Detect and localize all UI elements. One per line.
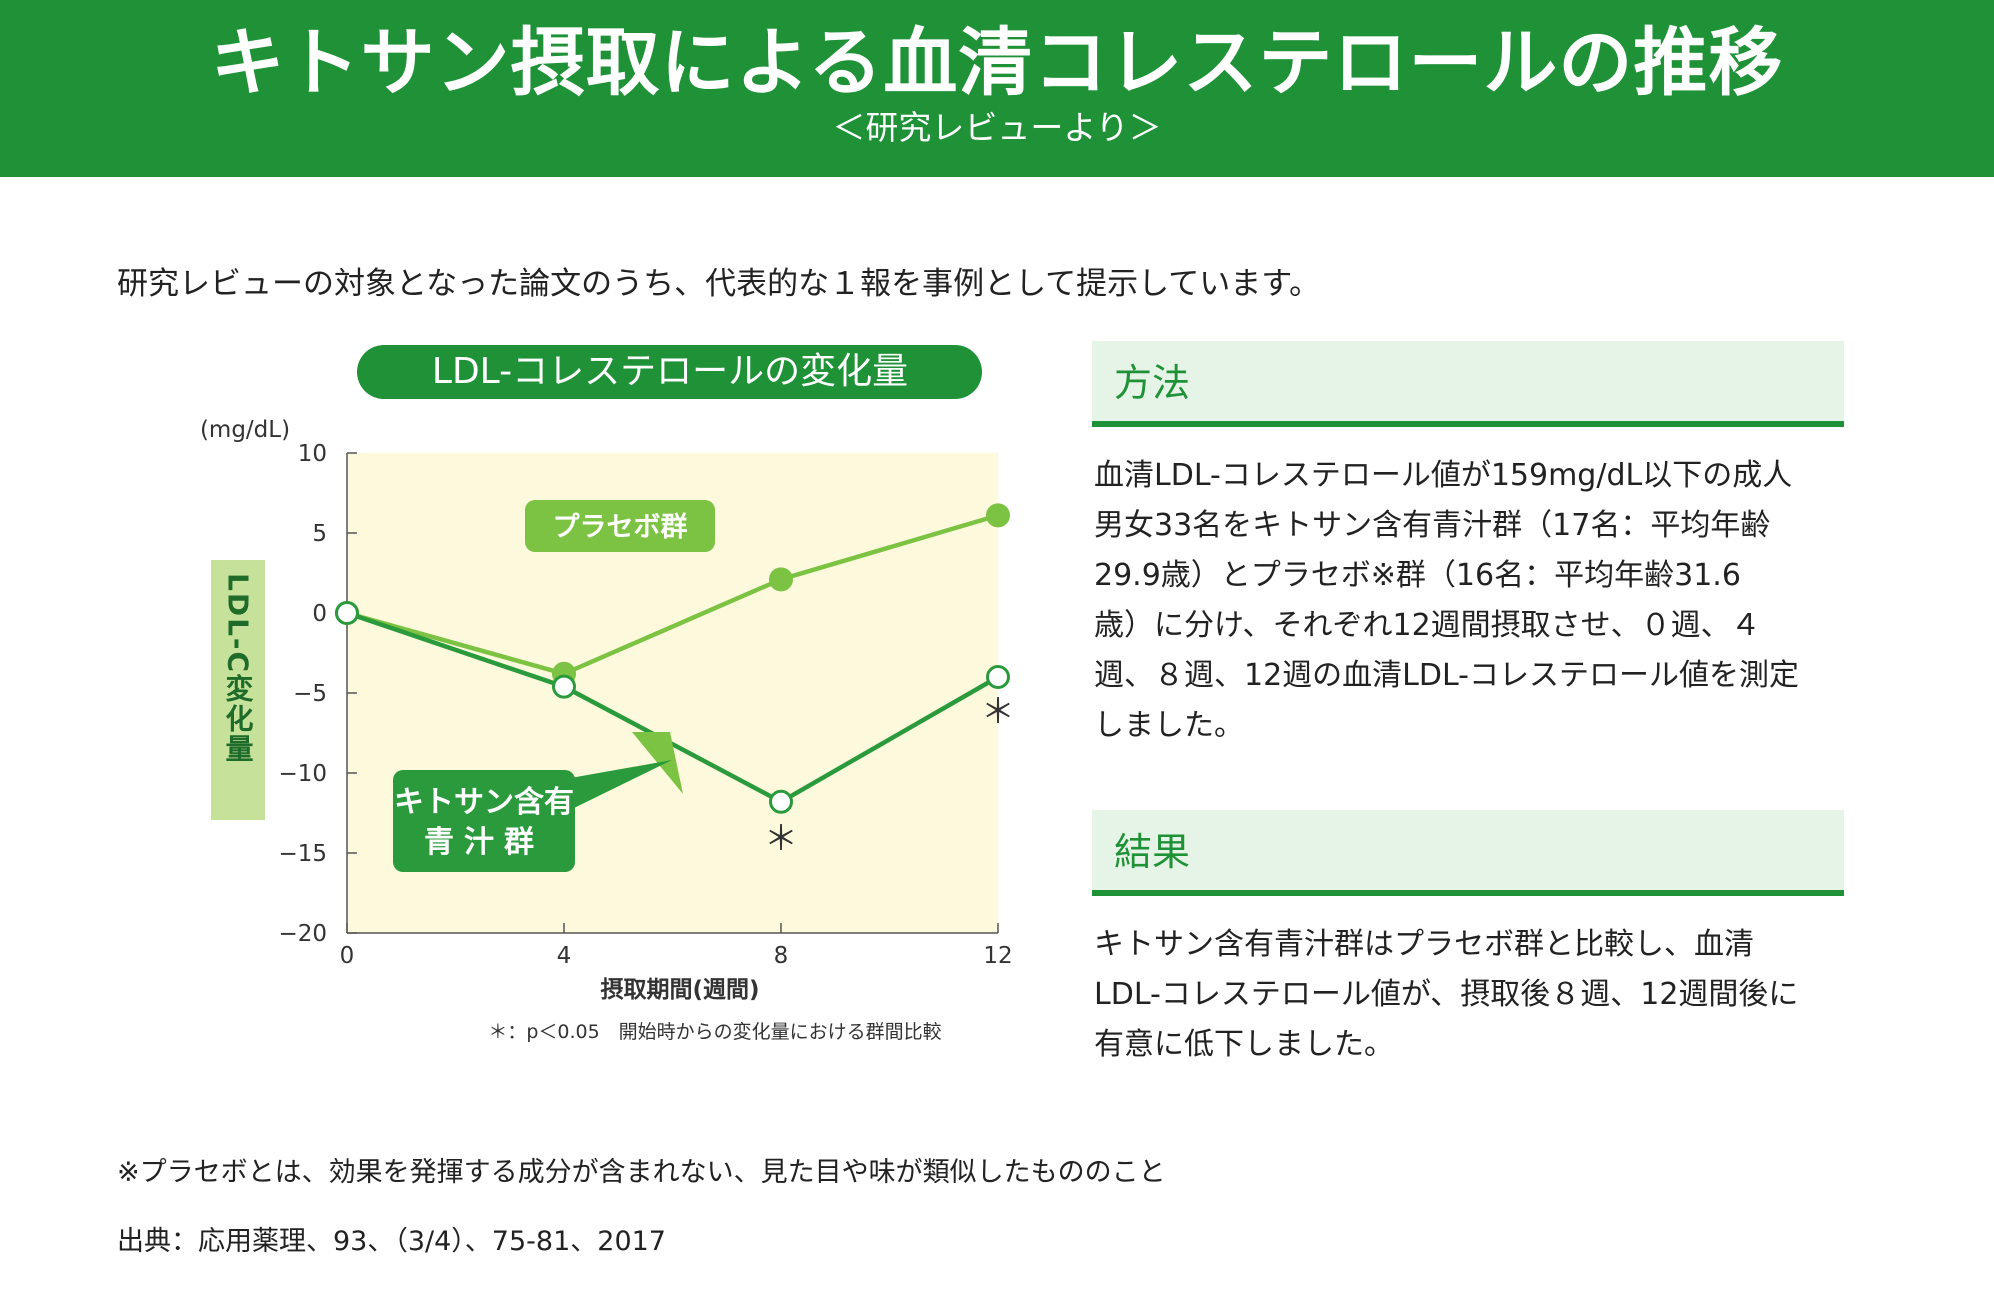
result-line: LDL-コレステロール値が、摂取後８週、12週間後に: [1094, 977, 1799, 1012]
y-tick-label: −5: [293, 681, 327, 707]
chitosan-point: [552, 674, 576, 699]
source-citation: 出典：応用薬理、93、（3/4）、75-81、2017: [117, 1226, 666, 1257]
y-tick-label: −10: [278, 761, 327, 787]
y-tick-label: 0: [312, 601, 327, 627]
intro-text: 研究レビューの対象となった論文のうち、代表的な１報を事例として提示しています。: [117, 266, 1321, 302]
method-heading: 方法: [1114, 361, 1191, 405]
header-banner: キトサン摂取による血清コレステロールの推移 ＜研究レビューより＞: [0, 0, 1994, 177]
y-tick-label: −15: [278, 841, 327, 867]
method-text: 血清LDL-コレステロール値が159mg/dL以下の成人 男女33名をキトサン含…: [1094, 451, 1846, 751]
result-heading-bar: 結果: [1092, 810, 1844, 896]
page-subtitle: ＜研究レビューより＞: [832, 108, 1162, 147]
ldl-change-chart: LDL-コレステロールの変化量 10 5 0 −5 −10 −15 −20 0 4 8 12 (mg/d…: [200, 345, 1015, 1043]
x-axis-label: 摂取期間(週間): [600, 977, 759, 1003]
result-line: 有意に低下しました。: [1094, 1027, 1394, 1062]
method-line: 29.9歳）とプラセボ※群（16名：平均年齢31.6: [1094, 558, 1741, 593]
chart-title: LDL-コレステロールの変化量: [432, 351, 908, 392]
method-line: 血清LDL-コレステロール値が159mg/dL以下の成人: [1094, 458, 1793, 493]
chart-title-pill: [357, 345, 982, 399]
significance-mark: ＊: [981, 692, 1015, 732]
page-title: キトサン摂取による血清コレステロールの推移: [210, 20, 1784, 106]
y-axis-label: LDL-C変化量: [222, 573, 255, 764]
placebo-line: [346, 513, 999, 677]
y-label-box: [211, 560, 265, 820]
method-line: 男女33名をキトサン含有青汁群（17名：平均年齢: [1094, 508, 1771, 543]
chitosan-callout-pointer: [548, 760, 672, 808]
significance-mark: ＊: [764, 819, 798, 859]
x-tick-label: 8: [774, 943, 789, 969]
x-tick-label: 0: [340, 943, 355, 969]
series-label-placebo: プラセボ群: [553, 512, 688, 543]
placebo-callout-box: [525, 500, 715, 552]
x-tick-label: 12: [983, 943, 1012, 969]
method-heading-bar: 方法: [1092, 341, 1844, 427]
method-line: 週、８週、12週の血清LDL-コレステロール値を測定: [1094, 658, 1799, 693]
chart-note: ＊：p＜0.05 開始時からの変化量における群間比較: [488, 1021, 941, 1043]
result-heading: 結果: [1114, 830, 1191, 874]
y-tick-label: −20: [278, 921, 327, 947]
chitosan-callout-box: [393, 770, 575, 872]
y-tick-label: 5: [312, 521, 327, 547]
x-tick-label: 4: [557, 943, 572, 969]
result-text: キトサン含有青汁群はプラセボ群と比較し、血清 LDL-コレステロール値が、摂取後…: [1094, 920, 1846, 1070]
method-line: しました。: [1094, 708, 1244, 743]
series-label-chitosan: キトサン含有青汁群: [394, 785, 574, 860]
y-unit-label: (mg/dL): [200, 417, 290, 443]
placebo-point: [986, 503, 1010, 528]
method-line: 歳）に分け、それぞれ12週間摂取させ、０週、４: [1094, 608, 1761, 643]
y-tick-label: 10: [298, 441, 327, 467]
placebo-point: [769, 567, 793, 592]
chitosan-point: [335, 601, 359, 625]
placebo-footnote: ※プラセボとは、効果を発揮する成分が含まれない、見た目や味が類似したもののこと: [117, 1157, 1166, 1188]
result-line: キトサン含有青汁群はプラセボ群と比較し、血清: [1094, 927, 1754, 962]
chitosan-point: [769, 789, 793, 814]
chitosan-point: [986, 665, 1010, 689]
